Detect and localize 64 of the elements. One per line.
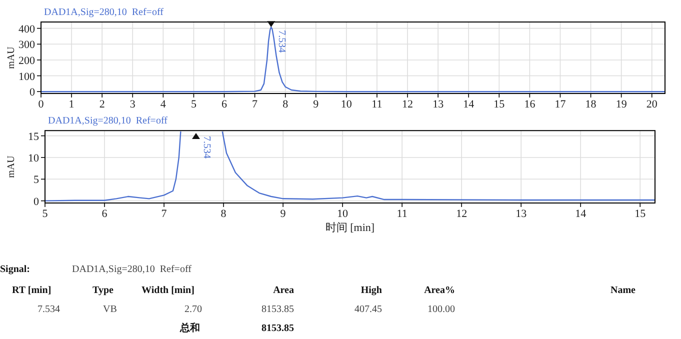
text: High: [360, 285, 382, 296]
y-tick-label: 400: [18, 23, 36, 36]
y-axis-title: mAU: [6, 154, 17, 178]
y-tick-label: 10: [28, 152, 40, 164]
x-tick-label: 16: [524, 98, 536, 110]
text: Area%: [424, 285, 455, 296]
x-tick-label: 13: [432, 98, 444, 110]
x-tick-label: 14: [463, 98, 475, 110]
x-tick-label: 8: [282, 98, 289, 110]
text: 总和: [179, 322, 200, 334]
text: Type: [92, 285, 114, 296]
x-tick-label: 6: [102, 208, 108, 220]
text: Signal:: [0, 264, 30, 275]
x-tick-label: 8: [220, 208, 227, 220]
x-tick-label: 3: [130, 98, 136, 110]
x-tick-label: 9: [313, 98, 320, 110]
y-tick-label: 200: [18, 54, 36, 67]
y-axis-title: mAU: [6, 46, 17, 69]
text: 8153.85: [262, 304, 294, 315]
x-tick-label: 5: [190, 98, 197, 110]
x-tick-label: 13: [516, 208, 528, 220]
x-tick-label: 1: [68, 98, 74, 110]
x-tick-label: 2: [99, 98, 105, 110]
x-tick-label: 17: [554, 98, 566, 110]
text: 2.70: [184, 304, 202, 315]
text: 407.45: [354, 304, 382, 315]
y-tick-label: 300: [18, 39, 36, 52]
x-axis-title: 时间 [min]: [325, 221, 375, 234]
y-tick-label: 5: [34, 174, 40, 186]
y-tick-label: 15: [28, 130, 40, 143]
annotation: 7.534: [276, 30, 288, 53]
text: 100.00: [428, 304, 455, 315]
text: DAD1A,Sig=280,10 Ref=off: [72, 264, 192, 275]
x-tick-label: 19: [616, 98, 628, 110]
x-tick-label: 11: [372, 98, 382, 110]
x-tick-label: 10: [340, 98, 352, 110]
text: 7.534: [38, 304, 60, 315]
text: VB: [103, 304, 118, 315]
x-tick-label: 12: [456, 208, 468, 220]
text: Width [min]: [142, 285, 194, 296]
y-tick-label: 0: [34, 196, 40, 208]
x-tick-label: 14: [575, 208, 587, 220]
x-tick-label: 12: [402, 98, 414, 110]
chart-title: DAD1A,Sig=280,10 Ref=off: [48, 116, 168, 127]
text: 8153.85: [262, 323, 294, 334]
text: Area: [273, 285, 294, 296]
text: RT [min]: [12, 285, 52, 296]
chart-title: DAD1A,Sig=280,10 Ref=off: [44, 7, 164, 18]
text: Name: [610, 285, 636, 296]
x-tick-label: 11: [396, 208, 408, 220]
x-tick-label: 20: [646, 98, 658, 110]
x-tick-label: 18: [585, 98, 597, 110]
x-tick-label: 7: [252, 98, 258, 110]
annotation: 7.534: [201, 136, 212, 158]
x-tick-label: 5: [42, 208, 48, 220]
y-tick-label: 0: [30, 86, 36, 99]
x-tick-label: 10: [337, 208, 349, 220]
y-tick-label: 100: [18, 70, 36, 83]
x-tick-label: 9: [280, 208, 286, 220]
x-tick-label: 6: [222, 98, 228, 110]
x-tick-label: 15: [634, 208, 646, 220]
x-tick-label: 4: [160, 98, 166, 110]
x-tick-label: 15: [494, 98, 506, 110]
x-tick-label: 7: [161, 208, 168, 220]
